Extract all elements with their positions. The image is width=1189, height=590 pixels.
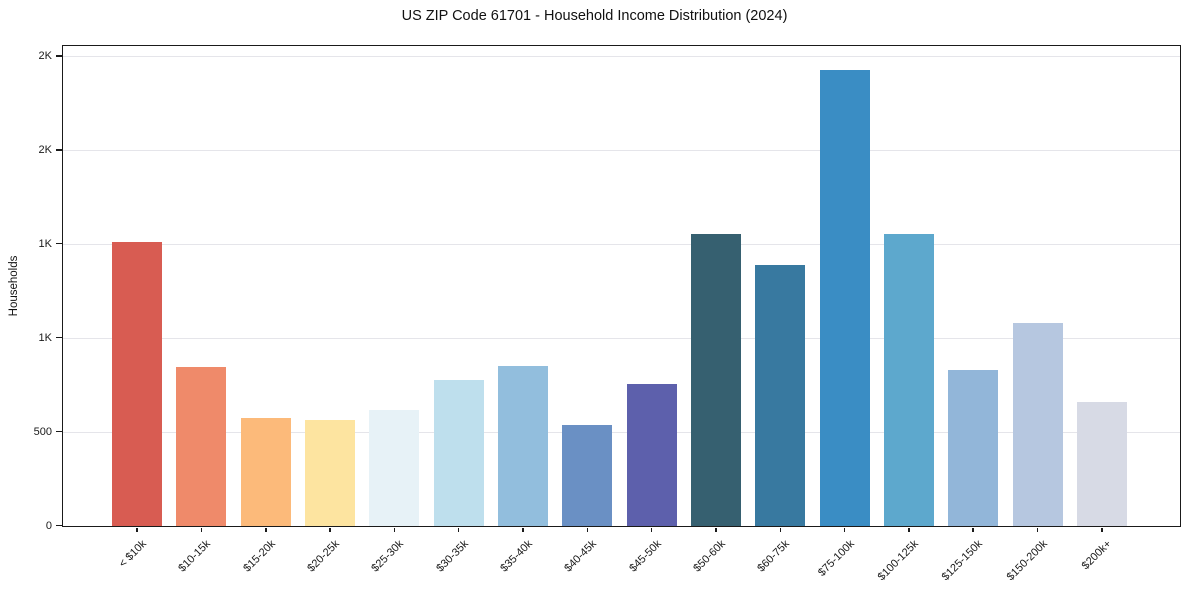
bar [819,70,870,526]
y-tick-mark [56,149,62,151]
bar [755,264,806,526]
gridline [63,55,1180,57]
plot-area [62,45,1181,527]
chart-title: US ZIP Code 61701 - Household Income Dis… [401,8,788,24]
y-tick-mark [56,242,62,245]
y-tick-mark [56,430,62,433]
x-axis: < $10k $10-15k $15-20k $20-25k $25-30k $30-35… [63,527,1179,590]
gridline [63,337,1180,339]
x-tick-mark [586,527,589,532]
x-tick-mark [715,527,717,532]
x-tick-mark [522,527,524,532]
x-tick-mark [136,527,138,532]
bar [240,418,291,526]
y-tick-mark [56,336,62,339]
gridline [63,431,1180,433]
bar [690,233,741,526]
y-tick-label: 2K [38,143,52,156]
x-tick-mark [779,527,782,532]
x-tick-mark [650,527,653,532]
y-tick-label: 500 [33,425,52,438]
y-tick-mark [56,524,62,527]
y-tick-label: 0 [45,519,52,532]
gridline [63,243,1180,245]
bar [1012,323,1063,526]
bar [369,410,420,526]
y-tick-label: 2K [38,49,52,62]
x-tick-mark [200,527,203,532]
y-axis-tick-labels: 0 500 1K 1K 2K 2K [0,47,52,532]
bar [626,384,677,526]
gridline [63,149,1180,151]
x-tick-mark [457,527,460,532]
bar [1076,402,1127,526]
y-tick-mark [56,55,62,57]
bar [498,366,549,526]
bar [176,367,227,526]
bar [562,424,613,526]
x-tick-mark [393,527,396,532]
x-tick-mark [908,527,910,532]
x-tick-mark [843,527,846,532]
x-tick-label: < $10k [116,537,150,570]
bar [433,380,484,526]
bar [112,242,163,526]
y-tick-label: 1K [38,331,52,344]
bar [883,233,934,526]
y-axis-tick-marks [56,47,62,527]
x-tick-mark [972,527,974,532]
x-tick-mark [265,527,267,532]
bar [305,419,356,526]
bar [948,370,999,526]
x-tick-mark [1101,527,1103,532]
y-tick-label: 1K [38,237,52,250]
x-tick-mark [329,527,331,532]
x-tick-mark [1036,527,1039,532]
